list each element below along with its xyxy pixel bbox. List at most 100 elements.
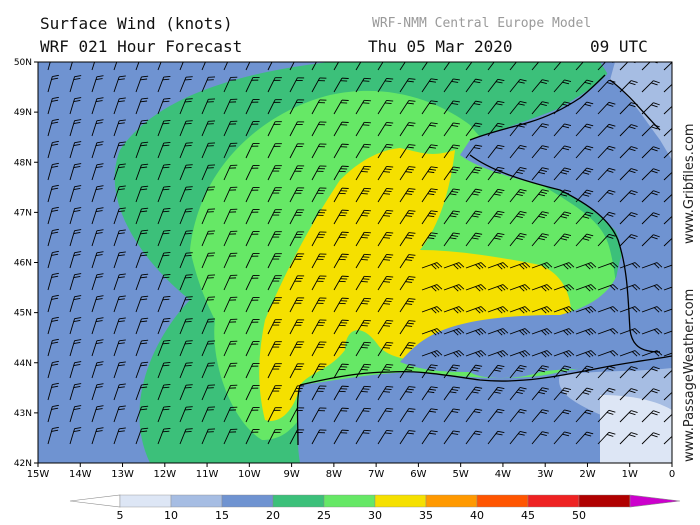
wind-barb [311,62,321,71]
wind-barb [311,363,327,379]
wind-barb [267,143,282,159]
wind-barb [509,365,527,379]
wind-barb [289,253,305,269]
legend-swatch [221,494,274,508]
wind-barb [355,407,371,423]
wind-barb [553,62,570,71]
wind-barb [575,431,594,445]
wind-barb [289,385,305,401]
lat-label: 45N [14,309,32,319]
wind-barb [597,79,616,93]
wind-barb [289,231,305,247]
wind-barb [223,252,238,269]
wind-barb [553,145,572,159]
legend-swatch [119,494,172,508]
wind-barb [113,119,126,137]
wind-barb [597,365,616,379]
wind-barb [69,207,82,225]
wind-barb [421,284,443,292]
lon-label: 7W [368,469,384,480]
wind-barb [311,385,327,401]
wind-barb [531,262,553,270]
wind-barb [575,409,594,423]
wind-barb [663,102,672,115]
legend-label: 40 [470,509,484,522]
lon-label: 3W [537,469,553,480]
wind-barb [553,167,572,181]
wind-barb [377,99,394,115]
wind-barb [267,429,282,445]
wind-barb [135,427,149,445]
wind-barb [223,164,238,181]
lat-label: 47N [14,208,32,218]
wind-barb [443,306,465,314]
wind-barb [619,306,641,313]
wind-barb [333,62,343,71]
wind-barb [421,62,432,71]
wind-barb [47,294,59,313]
wind-barb [619,80,638,93]
wind-barb [355,429,371,445]
wind-barb [135,141,149,159]
wind-barb [47,426,59,445]
wind-barb [201,230,216,247]
wind-barb [311,231,327,247]
wind-barb [355,341,371,357]
wind-barb [377,429,394,445]
wind-barb [113,405,126,423]
wind-barb [245,142,260,159]
wind-barb [157,62,165,71]
wind-barb [553,350,575,358]
wind-barb [399,62,410,71]
wind-barb [641,410,660,423]
legend-label: 20 [266,509,280,522]
wind-barb [267,62,276,71]
wind-barb [223,340,238,357]
wind-barb [421,210,438,225]
wind-barb [619,410,638,423]
wind-barb [113,251,126,269]
wind-barb [289,297,305,313]
wind-barb [509,123,527,137]
wind-barb [91,251,104,269]
wind-barb [311,77,327,93]
wind-barb [201,186,216,203]
wind-barb [311,319,327,335]
wind-barb [619,284,641,291]
gribfiles-credit: www.Gribfiles.com [682,123,697,244]
wind-barb [135,251,149,269]
wind-barb [465,328,487,336]
wind-barb [553,79,572,93]
wind-barb [113,163,126,181]
wind-barb [223,186,238,203]
wind-barb [509,211,527,225]
model-label: WRF-NMM Central Europe Model [372,16,592,31]
wind-barb [355,99,371,115]
wind-barb [531,101,549,115]
wind-barb [333,341,349,357]
wind-barb [509,233,527,247]
wind-barb [47,360,59,379]
wind-barb [179,62,187,71]
wind-barb [509,328,531,336]
wind-barb [421,78,438,93]
wind-barb [91,339,104,357]
wind-barb [333,165,349,181]
wind-barb [69,229,82,247]
wind-barb [245,274,260,291]
wind-barb [465,122,483,137]
wind-barb [91,207,104,225]
wind-barb [531,233,549,247]
wind-barb [421,144,438,159]
wind-barb [91,75,104,93]
wind-barb [157,317,171,335]
wind-barb [69,427,82,445]
wind-barb [641,80,660,93]
wind-barb [113,273,126,291]
wind-barb [47,74,59,93]
wind-barb [619,168,638,181]
wind-barb [289,363,305,379]
wind-barb [267,209,282,225]
wind-barb [553,431,572,445]
wind-barb [179,340,193,357]
